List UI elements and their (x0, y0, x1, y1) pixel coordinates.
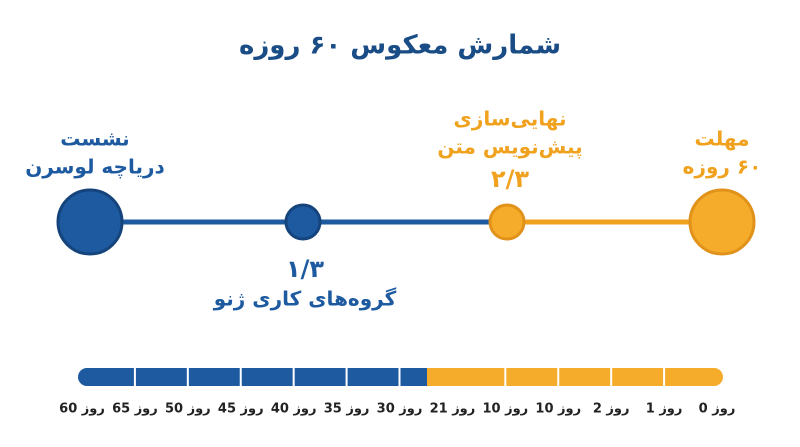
timeline-ticks: 60 روز 65 روز 50 روز 45 روز 40 روز 35 روز 30 ر… (59, 368, 735, 417)
timeline-label: 0 روز (699, 402, 736, 417)
timeline-label: 21 روز (430, 402, 476, 417)
node-circle (488, 203, 526, 241)
timeline-label: 65 روز (112, 402, 158, 417)
node-circle (56, 188, 124, 256)
node-label: ۶۰ روزه (683, 155, 762, 179)
node-label: دریاچه لوسرن (25, 155, 165, 180)
timeline-label: 50 روز (165, 402, 211, 417)
title: شمارش معکوس ۶۰ روزه (239, 31, 561, 61)
timeline-label: 40 روز (271, 402, 317, 417)
timeline-label: 1 روز (646, 402, 683, 417)
node-label: مهلت (695, 127, 750, 151)
node-label: نهایی‌سازی (454, 107, 567, 131)
timeline-label: 2 روز (593, 402, 630, 417)
progress-bar (78, 368, 723, 386)
timeline-label: 10 روز (535, 402, 581, 417)
node-fraction: ۲/۳ (491, 165, 529, 193)
node-label: پیش‌نویس متن (437, 135, 582, 160)
node-label: نشست (60, 127, 129, 151)
node-label: گروه‌های کاری ژنو (213, 287, 397, 311)
node-circle (688, 188, 756, 256)
bar-orange (427, 368, 723, 386)
timeline-label: 35 روز (324, 402, 370, 417)
bar-blue (78, 368, 427, 386)
timeline-label: 45 روز (218, 402, 264, 417)
timeline-label: 30 روز (377, 402, 423, 417)
node-fraction: ۱/۳ (286, 255, 324, 283)
timeline-label: 60 روز (59, 402, 105, 417)
timeline-label: 10 روز (482, 402, 528, 417)
node-circle (284, 203, 322, 241)
